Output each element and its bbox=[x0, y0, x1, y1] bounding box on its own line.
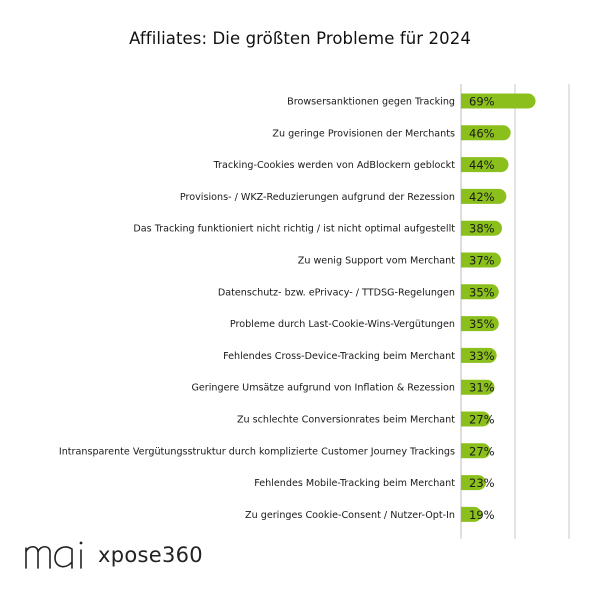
bar bbox=[461, 188, 507, 204]
value-label: 42% bbox=[469, 190, 495, 204]
bar bbox=[461, 443, 491, 459]
value-label: 35% bbox=[469, 285, 495, 299]
category-label: Fehlendes Mobile-Tracking beim Merchant bbox=[254, 478, 455, 489]
value-label: 35% bbox=[469, 317, 495, 331]
value-label: 23% bbox=[469, 476, 495, 490]
bar bbox=[461, 347, 497, 363]
bar bbox=[461, 475, 486, 491]
category-label: Zu geringe Provisionen der Merchants bbox=[272, 128, 455, 139]
category-label: Provisions- / WKZ-Reduzierungen aufgrund… bbox=[180, 192, 455, 203]
logo-area: xpose360 bbox=[24, 536, 203, 570]
bar bbox=[461, 252, 501, 268]
category-label: Probleme durch Last-Cookie-Wins-Vergütun… bbox=[230, 319, 455, 330]
bar bbox=[461, 411, 491, 427]
value-label: 31% bbox=[469, 381, 495, 395]
value-label: 33% bbox=[469, 349, 495, 363]
category-label: Zu wenig Support vom Merchant bbox=[298, 256, 455, 267]
bar bbox=[461, 506, 482, 522]
bar bbox=[461, 220, 503, 236]
value-label: 27% bbox=[469, 413, 495, 427]
category-label: Tracking-Cookies werden von AdBlockern g… bbox=[213, 160, 456, 171]
bar bbox=[461, 125, 511, 141]
category-label: Intransparente Vergütungsstruktur durch … bbox=[59, 446, 455, 457]
value-label: 19% bbox=[469, 508, 495, 522]
bar bbox=[461, 284, 499, 300]
category-label: Geringere Umsätze aufgrund von Inflation… bbox=[191, 383, 455, 394]
value-label: 46% bbox=[469, 126, 495, 140]
bar bbox=[461, 93, 536, 109]
bar bbox=[461, 379, 495, 395]
mai-logo bbox=[24, 536, 86, 570]
chart-title: Affiliates: Die größten Probleme für 202… bbox=[129, 29, 471, 48]
value-label: 44% bbox=[469, 158, 495, 172]
bar bbox=[461, 316, 499, 332]
category-label: Zu schlechte Conversionrates beim Mercha… bbox=[237, 415, 455, 426]
category-label: Fehlendes Cross-Device-Tracking beim Mer… bbox=[223, 351, 455, 362]
value-label: 37% bbox=[469, 254, 495, 268]
category-label: Das Tracking funktioniert nicht richtig … bbox=[133, 224, 455, 235]
xpose360-logo: xpose360 bbox=[98, 543, 203, 567]
value-label: 27% bbox=[469, 444, 495, 458]
bar bbox=[461, 157, 509, 173]
category-label: Browsersanktionen gegen Tracking bbox=[287, 97, 455, 108]
category-label: Zu geringes Cookie-Consent / Nutzer-Opt-… bbox=[245, 510, 455, 521]
category-label: Datenschutz- bzw. ePrivacy- / TTDSG-Rege… bbox=[218, 287, 455, 298]
value-label: 38% bbox=[469, 222, 495, 236]
value-label: 69% bbox=[469, 95, 495, 109]
